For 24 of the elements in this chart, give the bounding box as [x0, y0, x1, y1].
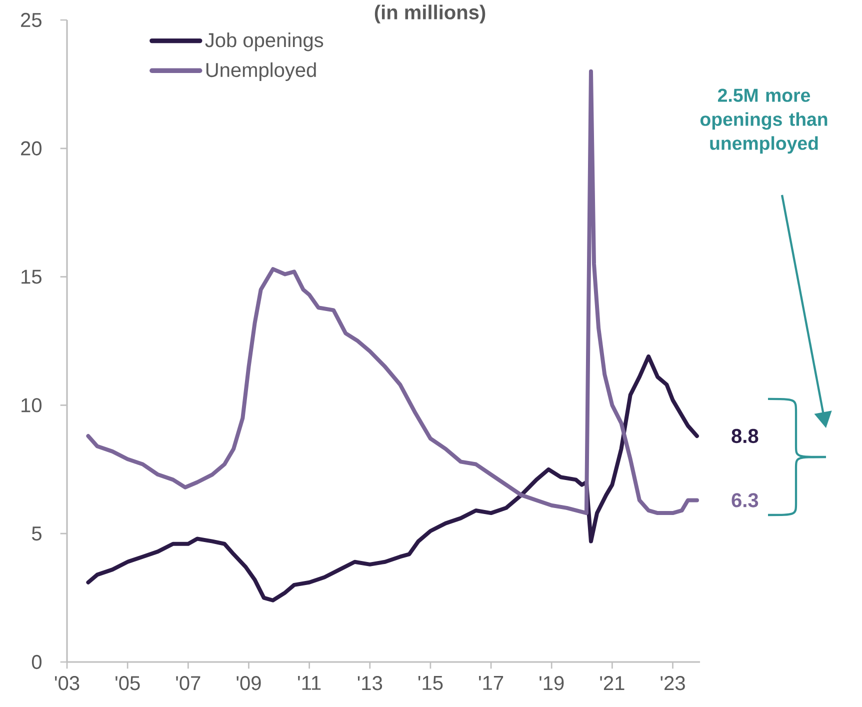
x-tick-label: '13: [358, 676, 382, 690]
x-tick-label: '05: [116, 676, 140, 690]
y-tick-label: 0: [32, 654, 42, 670]
line-series: [86, 354, 699, 602]
x-tick-label: '09: [236, 676, 261, 690]
x-tick-label: '11: [298, 676, 321, 690]
x-tick-label: '15: [418, 676, 443, 690]
y-tick-label: 15: [22, 270, 42, 284]
x-tick-label: '21: [600, 676, 624, 690]
y-tick-label: 20: [21, 141, 42, 156]
x-tick-label: '23: [660, 676, 685, 690]
x-tick-label: '03: [54, 676, 80, 690]
chart-title: (in millions): [374, 4, 486, 24]
text: 2.5M more openings than unemployed: [700, 88, 828, 154]
y-tick-label: 10: [22, 398, 42, 412]
x-tick-label: '07: [176, 676, 200, 690]
y-tick-label: 25: [21, 12, 42, 28]
x-tick-label: '19: [540, 676, 564, 690]
y-tick-label: 5: [32, 526, 42, 541]
annotation: 6.3: [732, 493, 758, 508]
annotation: 8.8: [732, 428, 758, 444]
x-tick-label: '17: [479, 676, 504, 690]
legend-label: Job openings: [205, 32, 324, 52]
legend-label: Unemployed: [206, 62, 316, 82]
